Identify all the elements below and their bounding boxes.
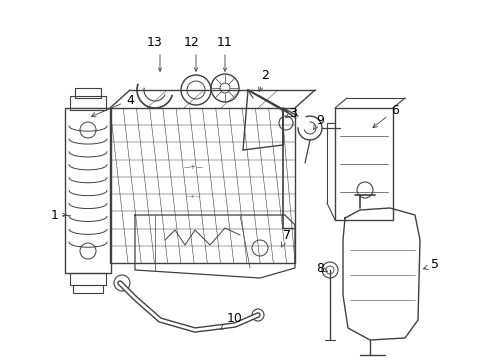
Bar: [110, 108, 294, 263]
Text: 12: 12: [184, 36, 200, 49]
Text: 7: 7: [281, 229, 290, 247]
Text: —+—: —+—: [185, 194, 201, 199]
Text: 1: 1: [51, 208, 59, 221]
Text: 6: 6: [372, 104, 398, 128]
Text: —+—: —+—: [183, 164, 203, 170]
Bar: [65, 108, 111, 273]
Bar: [334, 108, 392, 220]
Bar: [73, 285, 103, 293]
Text: 8: 8: [315, 261, 326, 274]
Text: 13: 13: [147, 36, 163, 49]
Text: 9: 9: [313, 113, 323, 130]
Text: 2: 2: [258, 68, 268, 91]
Bar: [75, 88, 101, 98]
Bar: [70, 273, 106, 285]
Text: 10: 10: [220, 311, 243, 329]
Text: 3: 3: [285, 107, 296, 120]
Text: 11: 11: [217, 36, 232, 49]
Text: 4: 4: [91, 94, 134, 117]
Bar: [70, 96, 106, 110]
Text: 5: 5: [423, 258, 438, 271]
